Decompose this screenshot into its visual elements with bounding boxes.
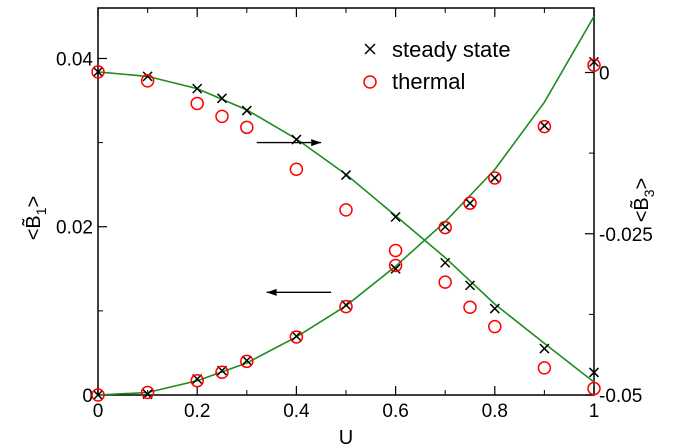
- point-thermal-left-10: [488, 171, 502, 185]
- point-thermal-right-4: [240, 120, 254, 135]
- y-right-tick-label-0: 0: [599, 64, 610, 85]
- point-thermal-right-5: [289, 162, 304, 176]
- point-steady-state-right-11: [539, 343, 550, 354]
- point-steady-state-left-0: [92, 389, 104, 401]
- point-thermal-right-11: [537, 361, 552, 375]
- y-left-tick-label-0-02: 0.02: [56, 218, 93, 239]
- point-thermal-left-12: [587, 58, 601, 72]
- point-thermal-right-10: [488, 319, 502, 334]
- point-steady-state-left-8: [440, 221, 451, 232]
- point-thermal-right-9: [463, 300, 477, 315]
- point-thermal-left-11: [537, 119, 552, 134]
- point-thermal-left-6: [339, 299, 353, 314]
- point-thermal-right-8: [438, 275, 452, 289]
- point-steady-state-left-11: [539, 120, 550, 131]
- point-thermal-left-7: [388, 258, 403, 273]
- annotation-arrows: [256, 139, 332, 296]
- legend-marker-steady-state: [364, 43, 376, 55]
- fit-lines: [97, 15, 595, 396]
- x-tick-label-1: 1: [589, 401, 600, 422]
- point-steady-state-right-10: [489, 303, 500, 314]
- point-thermal-left-5: [289, 330, 304, 344]
- legend-label-steady-state: steady state: [392, 37, 511, 62]
- legend: steady state thermal: [363, 37, 511, 94]
- point-thermal-left-3: [215, 365, 229, 380]
- point-thermal-left-2: [190, 373, 204, 388]
- point-thermal-left-1: [140, 385, 155, 400]
- svg-text:<B̃3>: <B̃3>: [630, 178, 657, 223]
- y-left-tick-label-0-04: 0.04: [56, 49, 93, 70]
- point-steady-state-right-12: [588, 367, 600, 378]
- point-steady-state-right-7: [390, 211, 401, 223]
- point-steady-state-left-4: [241, 355, 252, 366]
- point-steady-state-right-6: [340, 170, 352, 181]
- point-thermal-left-9: [463, 196, 477, 210]
- axis-ticks: 0 0.2 0.4 0.6 0.8 1 0 0.02 0.04 -0.05 -0.025 0: [56, 8, 653, 422]
- point-thermal-right-6: [339, 203, 353, 217]
- point-thermal-right-7: [388, 243, 403, 258]
- plot-frame: [97, 7, 595, 396]
- point-steady-state-right-8: [440, 257, 451, 268]
- point-thermal-right-1: [140, 74, 155, 88]
- point-thermal-left-4: [240, 354, 254, 369]
- point-steady-state-right-0: [92, 66, 104, 77]
- arrow-left-to-left-axis: [266, 288, 332, 296]
- point-steady-state-left-10: [489, 172, 500, 183]
- point-steady-state-right-9: [464, 280, 476, 291]
- point-steady-state-left-12: [588, 56, 600, 67]
- x-tick-label-0-6: 0.6: [382, 401, 408, 422]
- legend-label-thermal: thermal: [392, 69, 465, 94]
- fit-line-left: [97, 15, 595, 396]
- point-thermal-left-0: [91, 388, 105, 402]
- point-steady-state-right-3: [216, 93, 228, 104]
- x-tick-label-0: 0: [93, 401, 104, 422]
- data-points: [91, 56, 601, 402]
- svg-text:<B̃1>: <B̃1>: [22, 196, 49, 241]
- point-steady-state-left-9: [464, 198, 476, 209]
- point-steady-state-right-2: [192, 83, 203, 94]
- point-thermal-right-0: [91, 65, 105, 79]
- point-thermal-right-3: [215, 109, 229, 124]
- point-thermal-left-8: [438, 220, 452, 235]
- legend-marker-thermal: [363, 75, 377, 89]
- point-steady-state-right-1: [142, 71, 153, 82]
- y-right-tick-label-0-05: -0.05: [599, 386, 642, 407]
- point-steady-state-right-4: [241, 105, 252, 116]
- arrow-right-to-right-axis: [256, 139, 322, 147]
- y-axis-left-label: <B̃1>: [22, 196, 49, 241]
- x-axis-label: U: [339, 427, 353, 447]
- point-steady-state-left-5: [291, 331, 302, 342]
- y-left-tick-label-0: 0: [82, 386, 93, 407]
- x-tick-label-0-4: 0.4: [283, 401, 310, 422]
- point-thermal-right-2: [190, 96, 204, 111]
- y-right-tick-label-0-025: -0.025: [599, 225, 653, 246]
- x-tick-label-0-8: 0.8: [482, 401, 508, 422]
- fit-line-right: [97, 71, 595, 383]
- point-thermal-right-12: [587, 381, 601, 396]
- y-axis-right-label: <B̃3>: [630, 178, 657, 223]
- x-tick-label-0-2: 0.2: [184, 401, 210, 422]
- point-steady-state-left-7: [390, 263, 401, 274]
